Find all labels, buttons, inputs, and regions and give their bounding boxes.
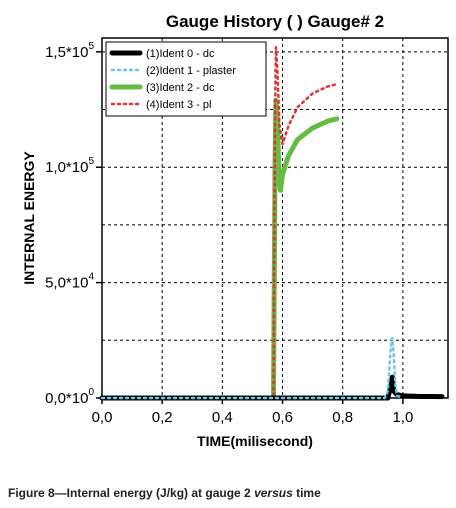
x-tick-label-0: 0,0 [92,409,113,426]
x-axis-label: TIME(milisecond) [197,433,313,449]
series-line-2 [99,97,340,401]
legend-label-0: (1)Ident 0 - dc [146,48,215,60]
series-line-3 [100,45,338,400]
y-axis-label: INTERNAL ENERGY [21,151,37,285]
y-tick-label-3: 1,5*105 [45,41,94,61]
x-tick-label-1: 0,2 [152,409,173,426]
chart: Gauge History ( ) Gauge# 2 0,0 0,2 0,4 0,6 0… [21,12,449,449]
caption-main: Figure 8—Internal energy (J/kg) at gauge… [8,486,255,500]
x-tick-label-2: 0,4 [212,409,233,426]
series-line-1 [100,336,405,400]
legend-label-1: (2)Ident 1 - plaster [146,65,236,77]
caption-tail: time [292,486,321,500]
x-tick-label-4: 0,8 [332,409,353,426]
chart-title: Gauge History ( ) Gauge# 2 [166,12,384,31]
legend-label-2: (3)Ident 2 - dc [146,82,215,94]
y-tick-label-2: 1,0*105 [45,156,94,176]
figure-caption: Figure 8—Internal energy (J/kg) at gauge… [8,486,321,500]
plot-area: 0,0 0,2 0,4 0,6 0,8 1,0 0,0*100 5,0*104 1,0*105 1… [45,37,449,426]
y-tick-label-0: 0,0*100 [45,387,94,407]
x-tick-label-3: 0,6 [272,409,293,426]
legend-label-3: (4)Ident 3 - pl [146,99,211,111]
y-tick-label-1: 5,0*104 [45,272,94,292]
caption-italic: versus [254,486,293,500]
x-tick-label-5: 1,0 [392,409,413,426]
